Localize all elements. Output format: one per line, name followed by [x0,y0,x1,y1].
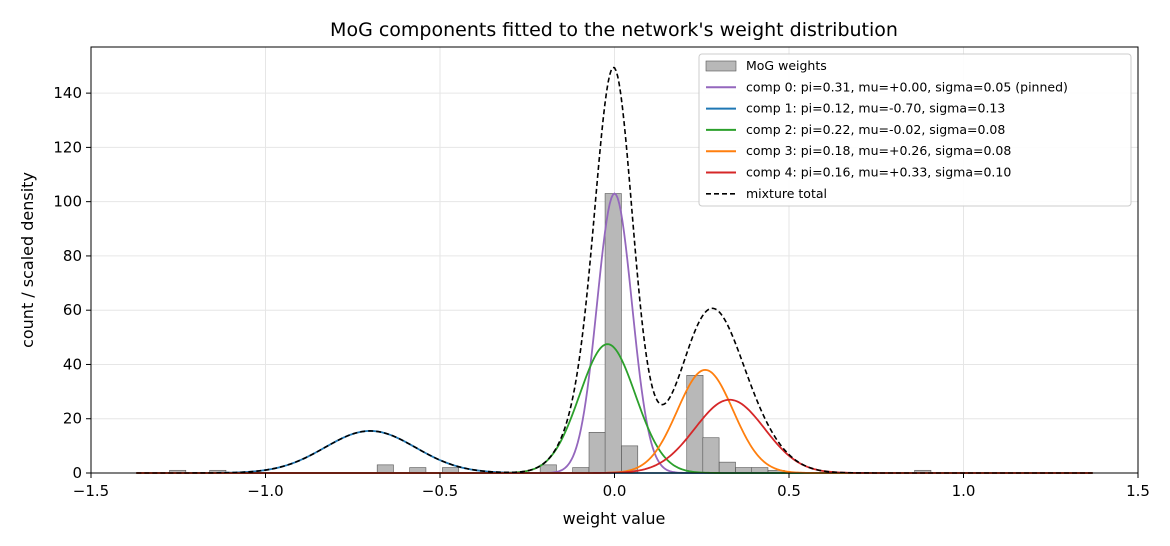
x-tick-label: 0.5 [777,482,801,500]
legend-label-histogram: MoG weights [746,58,827,73]
legend-label-component: comp 0: pi=0.31, mu=+0.00, sigma=0.05 (p… [746,79,1068,94]
y-tick-label: 0 [72,464,82,482]
chart-title: MoG components fitted to the network's w… [330,19,898,41]
legend-label-component: comp 2: pi=0.22, mu=-0.02, sigma=0.08 [746,122,1005,137]
legend-box [698,53,1132,207]
x-tick-label: 0.0 [603,482,627,500]
histogram-bar [376,464,394,474]
y-tick-label: 100 [53,193,82,211]
x-tick-label: 1.5 [1126,482,1150,500]
x-axis-ticks: −1.5 −1.0 −0.5 0.0 0.5 1.0 1.5 [73,473,1150,500]
y-tick-label: 80 [63,247,82,265]
legend-items: MoG weights comp 0: pi=0.31, mu=+0.00, si… [705,58,1068,201]
x-tick-label: −0.5 [422,482,458,500]
y-axis-ticks: 0 20 40 60 80 100 120 140 [53,84,91,482]
y-axis-label: count / scaled density [18,172,37,348]
y-tick-label: 60 [63,301,82,319]
legend-swatch-histogram [705,60,737,72]
y-tick-label: 20 [63,410,82,428]
legend: MoG weights comp 0: pi=0.31, mu=+0.00, si… [698,53,1132,207]
y-tick-label: 40 [63,355,82,373]
histogram-bar [686,375,704,474]
legend-label-component: comp 1: pi=0.12, mu=-0.70, sigma=0.13 [746,101,1005,116]
histogram-bar [588,431,606,474]
histogram-bar [718,461,736,474]
x-axis-label: weight value [563,509,666,528]
x-tick-label: 1.0 [952,482,976,500]
x-tick-label: −1.5 [73,482,109,500]
legend-label-component: comp 3: pi=0.18, mu=+0.26, sigma=0.08 [746,143,1011,158]
mixture-total-curve [136,66,1093,474]
histogram-bars [169,193,932,474]
legend-label-component: comp 4: pi=0.16, mu=+0.33, sigma=0.10 [746,165,1011,180]
x-tick-label: −1.0 [247,482,283,500]
y-tick-label: 140 [53,84,82,102]
histogram-bar [604,193,622,474]
y-tick-label: 120 [53,138,82,156]
histogram-bar [702,437,720,474]
legend-label-total: mixture total [746,186,827,201]
